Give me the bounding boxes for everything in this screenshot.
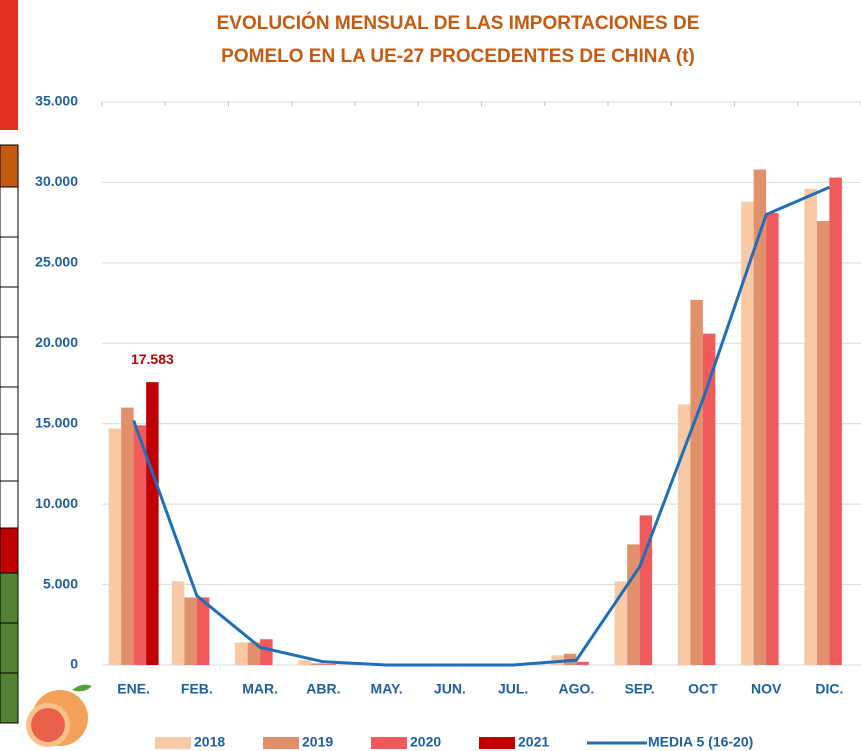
y-tick-label: 10.000 (35, 495, 78, 511)
bar (109, 429, 122, 665)
y-tick-label: 25.000 (35, 254, 78, 270)
line (134, 187, 830, 665)
bar (766, 213, 779, 665)
x-tick-label: JUL. (498, 681, 528, 697)
bar (121, 408, 134, 665)
y-tick-label: 30.000 (35, 173, 78, 189)
bar (678, 404, 691, 665)
x-tick-label: DIC. (815, 681, 843, 697)
y-tick-label: 35.000 (35, 93, 78, 109)
y-tick-label: 15.000 (35, 414, 78, 430)
x-tick-label: JUN. (434, 681, 466, 697)
grapefruit-icon (26, 685, 92, 747)
legend-swatch (263, 737, 299, 749)
bar (298, 660, 311, 665)
x-tick-label: MAR. (242, 681, 278, 697)
legend-label: 2021 (518, 734, 549, 750)
bar (817, 221, 830, 665)
x-tick-label: MAY. (371, 681, 403, 697)
bar (323, 664, 336, 665)
y-tick-label: 20.000 (35, 334, 78, 350)
legend-label: MEDIA 5 (16-20) (648, 734, 753, 750)
bar (311, 663, 324, 665)
data-label: 17.583 (131, 351, 174, 367)
bar (690, 300, 703, 665)
x-tick-label: ENE. (117, 681, 150, 697)
bar (260, 639, 273, 665)
x-tick-label: SEP. (625, 681, 655, 697)
legend-label: 2018 (194, 734, 225, 750)
x-tick-label: OCT (688, 681, 718, 697)
bar (172, 581, 185, 665)
bar (184, 597, 197, 665)
bar (134, 425, 147, 665)
chart-title: POMELO EN LA UE-27 PROCEDENTES DE CHINA … (221, 46, 695, 67)
legend-label: 2019 (302, 734, 333, 750)
legend-label: 2020 (410, 734, 441, 750)
bar (627, 544, 640, 665)
chart-title: EVOLUCIÓN MENSUAL DE LAS IMPORTACIONES D… (217, 12, 700, 34)
legend-swatch (479, 737, 515, 749)
x-tick-label: FEB. (181, 681, 213, 697)
bar (235, 642, 248, 665)
bar (804, 189, 817, 665)
chart: EVOLUCIÓN MENSUAL DE LAS IMPORTACIONES D… (0, 0, 861, 751)
x-tick-label: ABR. (306, 681, 340, 697)
x-tick-label: AGO. (558, 681, 594, 697)
y-tick-label: 5.000 (43, 575, 78, 591)
legend-swatch (371, 737, 407, 749)
x-tick-label: NOV (751, 681, 782, 697)
bar (197, 597, 210, 665)
bar (146, 382, 159, 665)
bar (576, 662, 589, 665)
legend-swatch (155, 737, 191, 749)
left-table-fragment (0, 0, 18, 723)
y-tick-label: 0 (70, 656, 78, 672)
bar (829, 178, 842, 665)
